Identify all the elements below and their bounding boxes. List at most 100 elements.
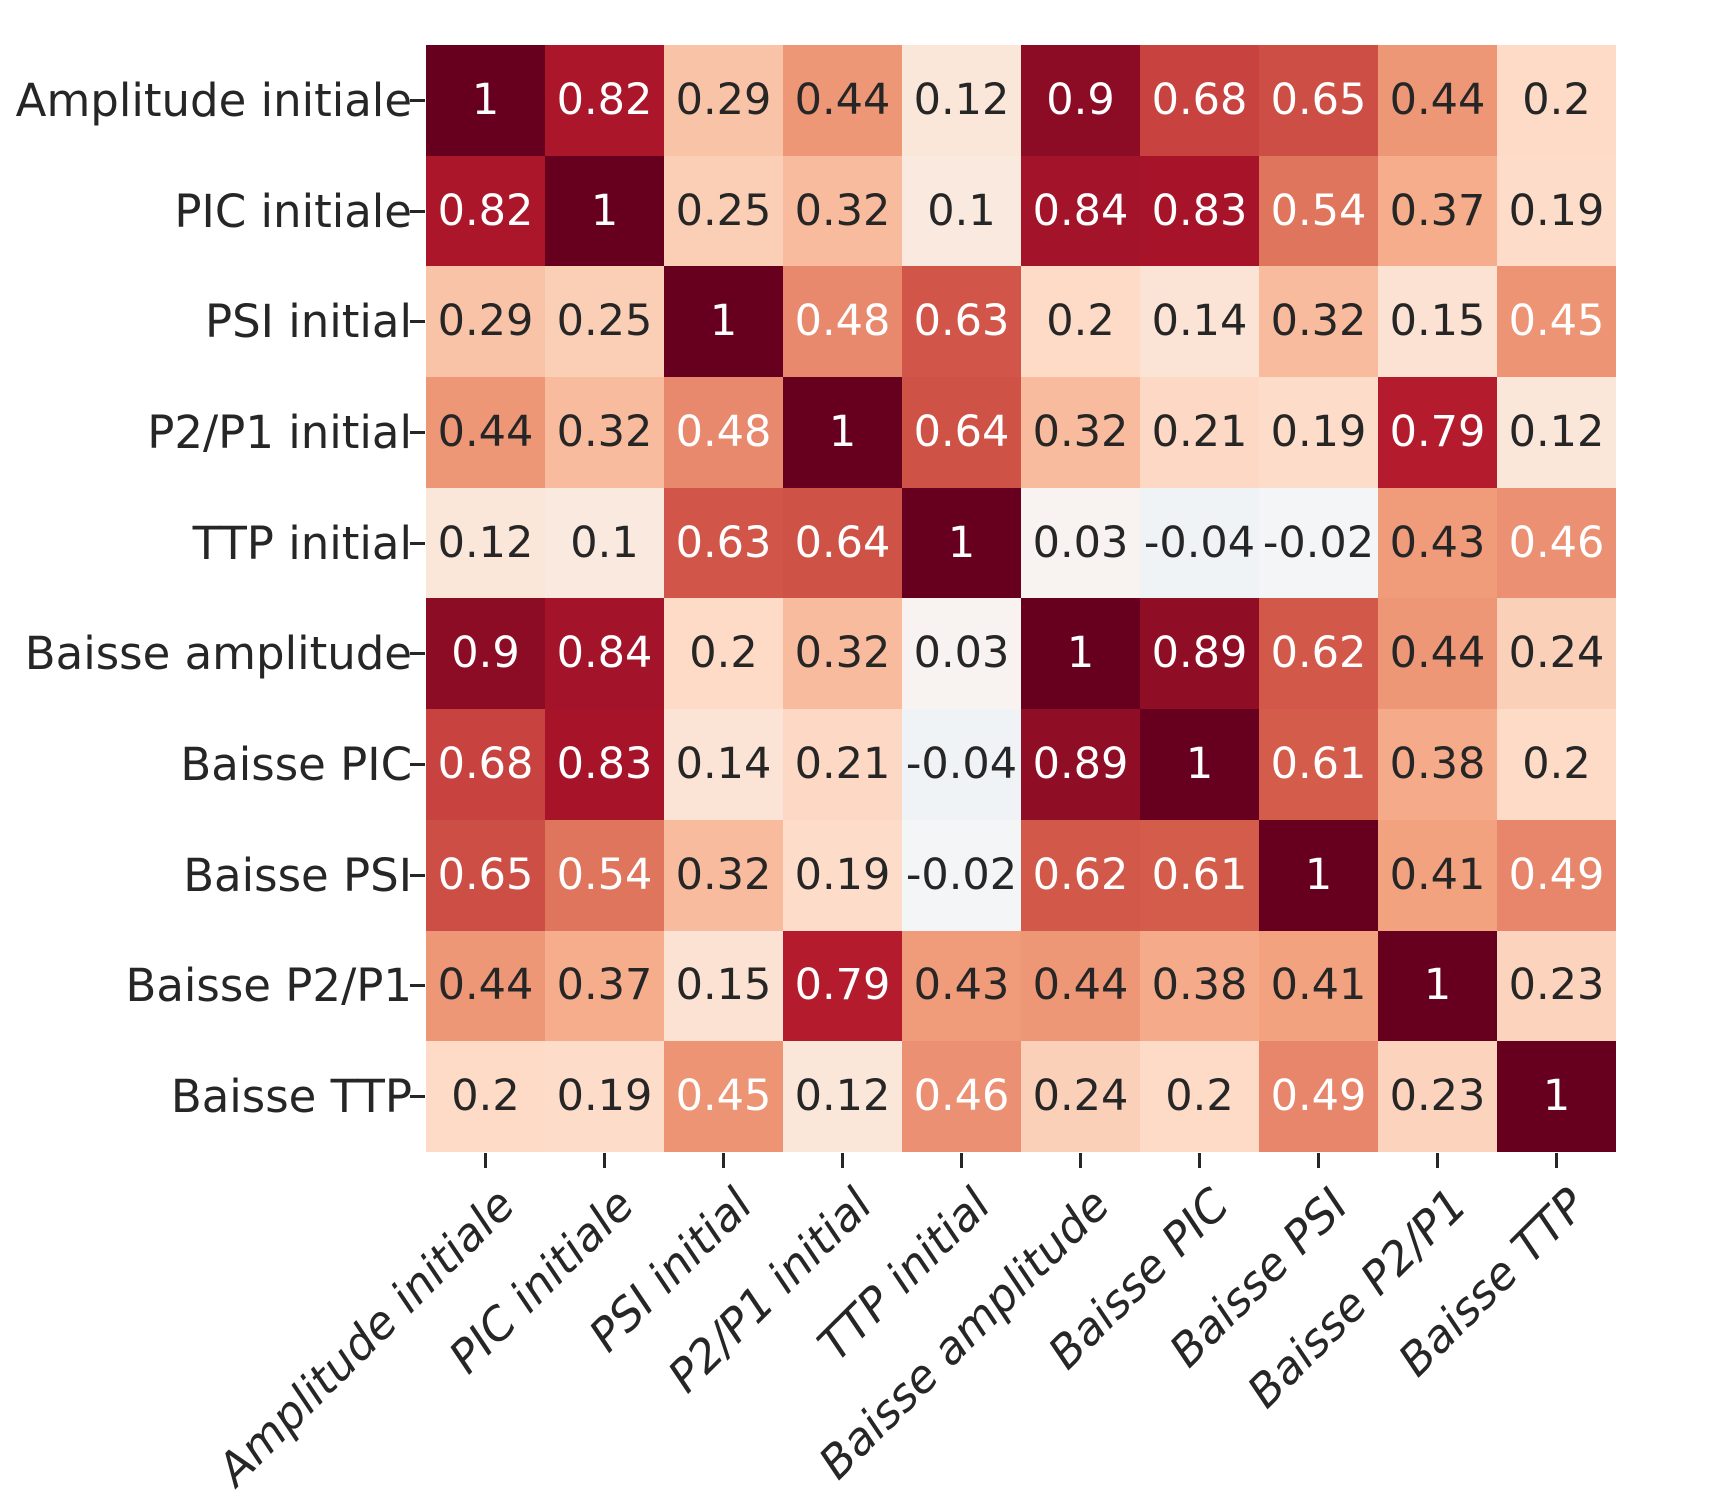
cell-value: 0.12	[437, 517, 534, 568]
heatmap-cell: 0.44	[1378, 45, 1497, 156]
heatmap-cell: 0.44	[783, 45, 902, 156]
heatmap-cell: 0.54	[1259, 155, 1378, 267]
x-tick	[1198, 1153, 1201, 1168]
cell-value: 0.12	[913, 74, 1010, 125]
y-axis-label: Baisse PSI	[183, 848, 412, 902]
cell-value: 0.61	[1151, 849, 1248, 900]
heatmap-cell: 0.32	[664, 819, 783, 931]
heatmap-cell: 1	[664, 266, 783, 378]
cell-value: 0.25	[675, 185, 772, 236]
y-tick	[410, 652, 425, 656]
y-tick	[410, 430, 425, 434]
cell-value: 0.2	[451, 1071, 520, 1122]
heatmap-cell: 0.03	[1021, 487, 1140, 599]
heatmap-cell: 0.79	[1378, 377, 1497, 488]
cell-value: 0.37	[556, 960, 653, 1011]
heatmap-cell: 0.62	[1259, 598, 1378, 710]
cell-value: 0.25	[556, 296, 653, 347]
heatmap-cell: 0.61	[1140, 819, 1259, 931]
y-tick	[410, 873, 425, 877]
cell-value: 1	[471, 74, 500, 125]
heatmap-cell: 0.19	[1259, 377, 1378, 488]
heatmap-cell: 1	[1378, 930, 1497, 1042]
heatmap-cell: 0.1	[902, 155, 1021, 267]
heatmap-cell: 0.54	[545, 819, 664, 931]
y-tick	[410, 98, 425, 102]
cell-value: 0.89	[1032, 739, 1129, 790]
heatmap-cell: 1	[1497, 1041, 1616, 1152]
cell-value: -0.02	[905, 849, 1018, 900]
cell-value: 0.32	[675, 849, 772, 900]
cell-value: 0.44	[437, 406, 534, 457]
heatmap-cell: -0.02	[902, 819, 1021, 931]
heatmap-cell: 0.37	[1378, 155, 1497, 267]
heatmap-cell: 1	[1259, 819, 1378, 931]
cell-value: 0.89	[1151, 628, 1248, 679]
heatmap-cell: 0.15	[1378, 266, 1497, 378]
y-tick	[410, 320, 425, 324]
heatmap-cell: 0.9	[426, 598, 545, 710]
cell-value: 1	[828, 406, 857, 457]
cell-value: 0.19	[794, 849, 891, 900]
heatmap-cell: 0.32	[783, 155, 902, 267]
heatmap-cell: 0.82	[545, 45, 664, 156]
cell-value: 0.21	[1151, 406, 1248, 457]
heatmap-cell: 0.65	[1259, 45, 1378, 156]
cell-value: 0.44	[794, 74, 891, 125]
y-axis-label: Baisse TTP	[170, 1070, 412, 1124]
cell-value: 1	[1542, 1071, 1571, 1122]
cell-value: 1	[1423, 960, 1452, 1011]
cell-value: 0.24	[1032, 1071, 1129, 1122]
heatmap-cell: 0.46	[902, 1041, 1021, 1152]
x-tick	[1436, 1153, 1439, 1168]
cell-value: 0.32	[556, 406, 653, 457]
y-tick	[410, 763, 425, 767]
cell-value: 1	[1304, 849, 1333, 900]
cell-value: 0.32	[794, 628, 891, 679]
cell-value: 1	[1185, 739, 1214, 790]
cell-value: 0.84	[556, 628, 653, 679]
cell-value: 0.63	[913, 296, 1010, 347]
cell-value: 0.43	[1389, 517, 1486, 568]
heatmap-cell: 0.44	[1021, 930, 1140, 1042]
cell-value: 0.15	[675, 960, 772, 1011]
cell-value: 0.29	[437, 296, 534, 347]
heatmap-cell: 0.63	[664, 487, 783, 599]
cell-value: 0.68	[1151, 74, 1248, 125]
cell-value: 1	[1066, 628, 1095, 679]
heatmap-cell: 0.61	[1259, 709, 1378, 820]
cell-value: 0.79	[794, 960, 891, 1011]
heatmap-cell: 0.25	[664, 155, 783, 267]
heatmap-cell: 0.62	[1021, 819, 1140, 931]
cell-value: 0.41	[1270, 960, 1367, 1011]
cell-value: 0.19	[1508, 185, 1605, 236]
heatmap-cell: 0.37	[545, 930, 664, 1042]
heatmap-cell: 0.83	[545, 709, 664, 820]
heatmap-cell: -0.02	[1259, 487, 1378, 599]
cell-value: 0.38	[1389, 739, 1486, 790]
heatmap-cell: 0.2	[664, 598, 783, 710]
cell-value: 0.46	[913, 1071, 1010, 1122]
cell-value: 0.63	[675, 517, 772, 568]
cell-value: 0.38	[1151, 960, 1248, 1011]
cell-value: 0.44	[437, 960, 534, 1011]
heatmap-cell: 0.24	[1021, 1041, 1140, 1152]
heatmap-cell: 0.64	[902, 377, 1021, 488]
y-axis-label: PIC initiale	[174, 184, 412, 238]
heatmap-cell: 0.12	[783, 1041, 902, 1152]
cell-value: 0.54	[1270, 185, 1367, 236]
x-tick	[722, 1153, 725, 1168]
y-axis-label: Baisse amplitude	[24, 627, 412, 681]
cell-value: 0.2	[689, 628, 758, 679]
cell-value: 0.23	[1389, 1071, 1486, 1122]
heatmap-cell: 0.2	[1497, 709, 1616, 820]
heatmap-cell: 1	[1021, 598, 1140, 710]
heatmap-cell: -0.04	[902, 709, 1021, 820]
cell-value: 0.45	[1508, 296, 1605, 347]
heatmap-cell: 0.2	[1140, 1041, 1259, 1152]
cell-value: 0.2	[1522, 74, 1591, 125]
cell-value: 0.82	[556, 74, 653, 125]
heatmap-cell: 0.49	[1497, 819, 1616, 931]
heatmap-cell: 0.19	[545, 1041, 664, 1152]
